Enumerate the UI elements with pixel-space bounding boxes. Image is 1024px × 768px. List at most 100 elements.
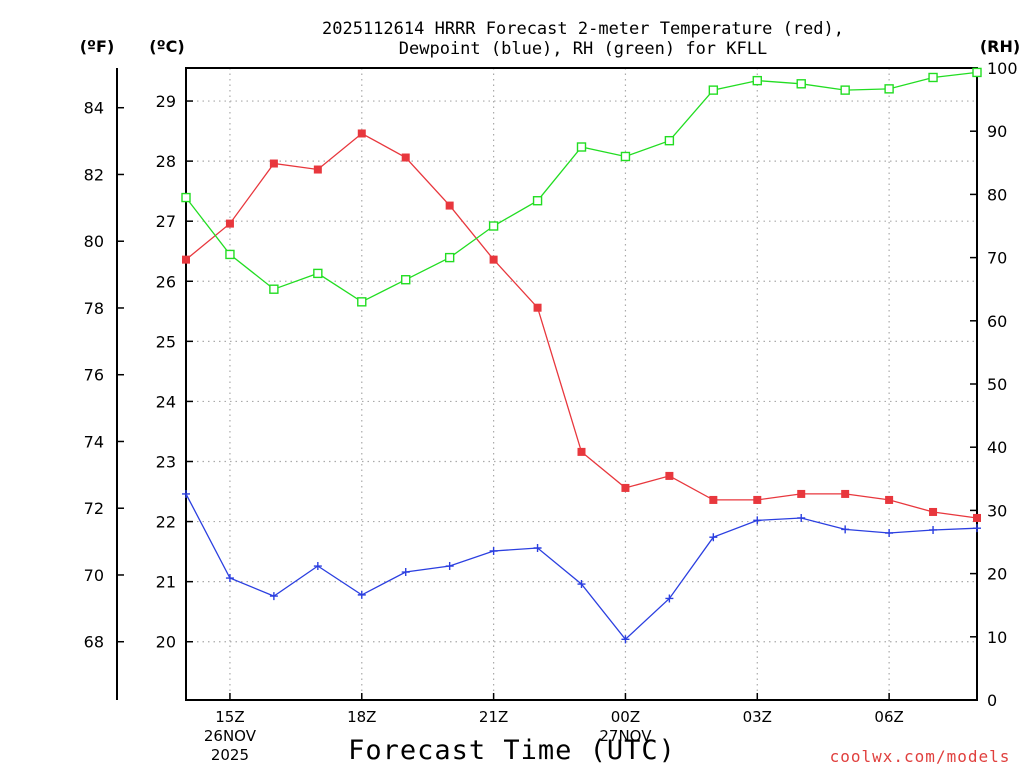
time-tick-label: 18Z — [347, 708, 376, 726]
rh-marker — [840, 85, 850, 95]
plot-frame — [185, 67, 978, 701]
temperature-marker — [357, 129, 366, 138]
rh-marker — [664, 135, 675, 146]
dewpoint-marker — [709, 533, 718, 542]
celsius-tick-label: 29 — [156, 92, 176, 111]
celsius-tick-label: 20 — [156, 633, 176, 652]
temperature-series — [182, 129, 981, 522]
fahrenheit-tick-label: 76 — [84, 366, 104, 385]
celsius-tick-label: 26 — [156, 272, 176, 291]
dewpoint-marker — [401, 568, 410, 577]
rh-marker — [884, 84, 894, 94]
dewpoint-marker — [313, 562, 322, 571]
temperature-marker — [885, 495, 894, 504]
celsius-tick-label: 27 — [156, 212, 176, 231]
rh-marker — [708, 85, 719, 95]
dewpoint-marker — [269, 592, 278, 601]
temperature-marker — [313, 165, 322, 174]
dewpoint-marker — [182, 489, 190, 498]
time-tick-label: 15Z — [215, 708, 244, 726]
dewpoint-line — [185, 493, 978, 641]
celsius-tick-label: 22 — [156, 513, 176, 532]
rh-unit-label: (RH) — [980, 37, 1020, 56]
rh-tick-label: 20 — [987, 565, 1007, 584]
temperature-marker — [489, 255, 498, 264]
data-series — [181, 67, 982, 644]
fahrenheit-tick-label: 82 — [84, 165, 104, 184]
dewpoint-marker — [973, 524, 981, 533]
rh-marker — [269, 284, 279, 294]
fahrenheit-unit-label: (ºF) — [80, 37, 115, 56]
temperature-marker — [621, 483, 630, 492]
celsius-tick-label: 23 — [156, 452, 176, 471]
rh-marker — [796, 79, 806, 89]
rh-marker — [444, 252, 455, 263]
rh-marker — [752, 75, 762, 86]
dewpoint-marker — [225, 574, 234, 583]
time-tick-label: 21Z — [479, 708, 508, 726]
rh-marker — [488, 221, 499, 231]
rh-marker — [620, 151, 631, 162]
fahrenheit-axis: 68 70 72 74 76 78 80 82 84 — [84, 99, 124, 652]
temperature-marker — [973, 513, 981, 522]
temperature-marker — [269, 159, 278, 168]
temperature-marker — [225, 219, 234, 228]
temperature-marker — [841, 489, 850, 498]
dewpoint-marker — [357, 590, 366, 599]
temperature-marker — [709, 495, 718, 504]
dewpoint-marker — [665, 594, 674, 603]
celsius-axis: 20 21 22 23 24 25 26 27 28 29 — [156, 92, 193, 652]
rh-tick-label: 40 — [987, 438, 1007, 457]
dewpoint-marker — [797, 513, 806, 522]
rh-marker — [181, 192, 191, 203]
rh-series — [181, 67, 982, 307]
rh-tick-label: 0 — [987, 691, 997, 710]
gridlines — [186, 68, 977, 700]
rh-marker — [401, 275, 411, 285]
fahrenheit-tick-label: 68 — [84, 633, 104, 652]
fahrenheit-tick-label: 70 — [84, 566, 104, 585]
dewpoint-marker — [929, 525, 938, 534]
celsius-tick-label: 24 — [156, 392, 176, 411]
chart-title-line-1: 2025112614 HRRR Forecast 2-meter Tempera… — [322, 19, 844, 39]
fahrenheit-tick-label: 72 — [84, 499, 104, 518]
date-tick-label: 27NOV — [599, 727, 652, 745]
temperature-marker — [929, 507, 938, 516]
time-tick-label: 03Z — [743, 708, 772, 726]
temperature-marker — [577, 447, 586, 456]
dewpoint-marker — [621, 635, 630, 644]
temperature-marker — [445, 201, 454, 210]
rh-line — [185, 71, 978, 303]
rh-marker — [225, 249, 235, 260]
date-tick-label: 26NOV — [204, 727, 257, 745]
rh-tick-label: 100 — [987, 59, 1018, 78]
time-tick-label: 00Z — [611, 708, 640, 726]
dewpoint-series — [182, 489, 981, 644]
fahrenheit-tick-label: 78 — [84, 299, 104, 318]
temperature-marker — [797, 489, 806, 498]
rh-axis: 0 10 20 30 40 50 60 70 80 90 100 — [970, 59, 1018, 710]
credit-link[interactable]: coolwx.com/models — [830, 747, 1011, 766]
dewpoint-marker — [885, 528, 894, 537]
temperature-marker — [533, 303, 542, 312]
temperature-marker — [182, 255, 190, 264]
temperature-marker — [665, 471, 674, 480]
fahrenheit-tick-label: 74 — [84, 432, 104, 451]
rh-marker — [357, 297, 367, 307]
rh-tick-label: 70 — [987, 249, 1007, 268]
chart-title: 2025112614 HRRR Forecast 2-meter Tempera… — [322, 19, 844, 59]
rh-tick-label: 60 — [987, 312, 1007, 331]
temperature-line — [185, 132, 978, 519]
celsius-tick-label: 21 — [156, 573, 176, 592]
rh-tick-label: 50 — [987, 375, 1007, 394]
celsius-unit-label: (ºC) — [149, 37, 184, 56]
rh-tick-label: 90 — [987, 122, 1007, 141]
dewpoint-marker — [489, 547, 498, 556]
fahrenheit-tick-label: 80 — [84, 232, 104, 251]
rh-marker — [532, 196, 543, 206]
fahrenheit-tick-label: 84 — [84, 99, 104, 118]
temperature-marker — [753, 495, 762, 504]
dewpoint-marker — [753, 516, 762, 525]
